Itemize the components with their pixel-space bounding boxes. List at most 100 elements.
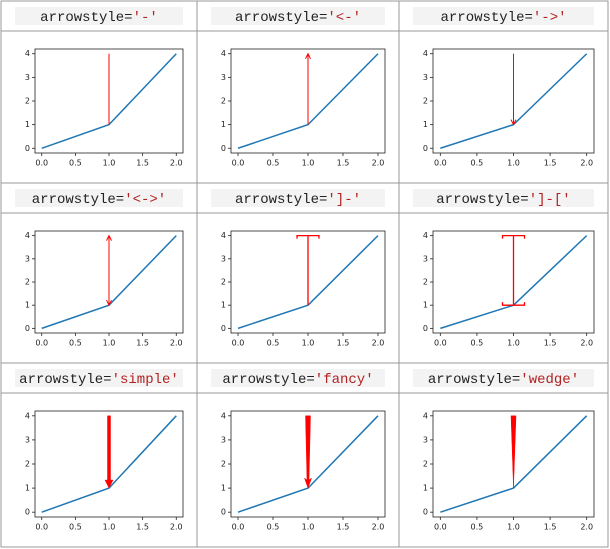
y-tick-label: 2 (221, 278, 226, 287)
x-tick-label: 1.0 (507, 159, 520, 168)
y-tick-label: 4 (221, 49, 226, 58)
header-keyword: arrowstyle= (436, 192, 528, 208)
x-tick-label: 0.5 (471, 523, 484, 532)
x-tick-label: 2.0 (580, 339, 593, 348)
x-tick-label: 0.0 (434, 523, 447, 532)
x-tick-label: 0.0 (232, 523, 245, 532)
x-tick-label: 1.5 (337, 159, 350, 168)
header-keyword: arrowstyle= (19, 372, 111, 388)
header-value: '->' (533, 10, 567, 26)
x-tick-label: 1.0 (302, 339, 315, 348)
code-background (15, 7, 183, 25)
code-background (413, 7, 594, 25)
cell: arrowstyle='->' 0.0 0.5 1.0 1.5 2.0 0 1 2 3 4 (413, 7, 595, 168)
y-tick-label: 1 (25, 484, 30, 493)
y-tick-label: 3 (423, 435, 428, 444)
cell: arrowstyle='simple' 0.0 0.5 1.0 1.5 2.0 0 1 2 3 4 (15, 369, 184, 532)
y-tick-label: 2 (423, 460, 428, 469)
cell: arrowstyle='-' 0.0 0.5 1.0 1.5 2.0 0 1 2 3 4 (15, 7, 184, 168)
x-tick-label: 2.0 (580, 523, 593, 532)
y-tick-label: 2 (25, 97, 30, 106)
annotation-arrow (501, 234, 526, 306)
x-tick-label: 0.0 (35, 339, 48, 348)
y-tick-label: 2 (25, 278, 30, 287)
header: arrowstyle='wedge' (428, 372, 579, 388)
code-background (15, 369, 183, 387)
header-keyword: arrowstyle= (235, 192, 327, 208)
header: arrowstyle=']-[' (436, 192, 570, 208)
x-tick-label: 0.5 (471, 339, 484, 348)
x-tick-label: 0.5 (69, 523, 82, 532)
x-tick-label: 1.5 (544, 159, 557, 168)
annotation-arrow (510, 53, 517, 126)
y-tick-label: 2 (423, 278, 428, 287)
header: arrowstyle='<-' (235, 10, 361, 26)
y-tick-label: 3 (221, 435, 226, 444)
annotation-arrow (303, 415, 313, 489)
x-tick-label: 0.0 (232, 339, 245, 348)
cell: arrowstyle=']-[' 0.0 0.5 1.0 1.5 2.0 0 1 2 3 4 (413, 189, 595, 348)
y-tick-label: 0 (25, 324, 30, 333)
y-tick-label: 4 (25, 231, 30, 240)
header: arrowstyle='simple' (19, 372, 179, 388)
y-tick-label: 2 (25, 460, 30, 469)
x-tick-label: 2.0 (170, 339, 183, 348)
annotation-arrow (104, 415, 114, 489)
data-line (237, 235, 379, 330)
header: arrowstyle='fancy' (222, 372, 373, 388)
y-tick-label: 2 (423, 97, 428, 106)
x-tick-label: 1.5 (136, 339, 149, 348)
x-tick-label: 0.5 (267, 159, 280, 168)
y-tick-label: 2 (221, 460, 226, 469)
header-value: ']-' (327, 192, 361, 208)
code-background (15, 189, 183, 207)
x-tick-label: 0.5 (471, 159, 484, 168)
x-tick-label: 0.0 (232, 159, 245, 168)
annotation-arrow (106, 234, 112, 307)
x-tick-label: 1.0 (103, 339, 116, 348)
header: arrowstyle='<->' (32, 192, 166, 208)
annotation-arrow (296, 234, 320, 306)
x-tick-label: 0.5 (69, 339, 82, 348)
header-value: 'wedge' (520, 372, 579, 388)
y-tick-label: 1 (221, 301, 226, 310)
y-tick-label: 1 (423, 484, 428, 493)
y-tick-label: 4 (423, 49, 428, 58)
code-background (413, 189, 594, 207)
cell: arrowstyle='wedge' 0.0 0.5 1.0 1.5 2.0 0 1 2 3 4 (413, 369, 595, 532)
header-keyword: arrowstyle= (428, 372, 520, 388)
y-tick-label: 0 (221, 508, 226, 517)
header-value: '-' (133, 10, 158, 26)
header-keyword: arrowstyle= (40, 10, 132, 26)
x-tick-label: 1.5 (337, 339, 350, 348)
x-tick-label: 1.5 (136, 159, 149, 168)
y-tick-label: 0 (25, 144, 30, 153)
y-tick-label: 0 (25, 508, 30, 517)
y-tick-label: 0 (221, 324, 226, 333)
x-tick-label: 2.0 (170, 159, 183, 168)
header-keyword: arrowstyle= (222, 372, 314, 388)
x-tick-label: 1.0 (507, 339, 520, 348)
y-tick-label: 4 (25, 411, 30, 420)
cell: arrowstyle=']-' 0.0 0.5 1.0 1.5 2.0 0 1 2 3 4 (211, 189, 386, 348)
x-tick-label: 0.0 (35, 523, 48, 532)
header-value: '<->' (124, 192, 166, 208)
x-tick-label: 0.5 (267, 523, 280, 532)
y-tick-label: 2 (221, 97, 226, 106)
x-tick-label: 2.0 (372, 339, 385, 348)
y-tick-label: 3 (25, 254, 30, 263)
y-tick-label: 4 (221, 411, 226, 420)
y-tick-label: 3 (25, 435, 30, 444)
header-keyword: arrowstyle= (235, 10, 327, 26)
x-tick-label: 2.0 (372, 159, 385, 168)
x-tick-label: 0.5 (267, 339, 280, 348)
y-tick-label: 3 (25, 73, 30, 82)
y-tick-label: 0 (423, 144, 428, 153)
header-value: ']-[' (529, 192, 571, 208)
y-tick-label: 4 (221, 231, 226, 240)
cell: arrowstyle='<->' 0.0 0.5 1.0 1.5 2.0 0 1 2 3 4 (15, 189, 184, 348)
header: arrowstyle='->' (440, 10, 566, 26)
x-tick-label: 1.5 (544, 339, 557, 348)
